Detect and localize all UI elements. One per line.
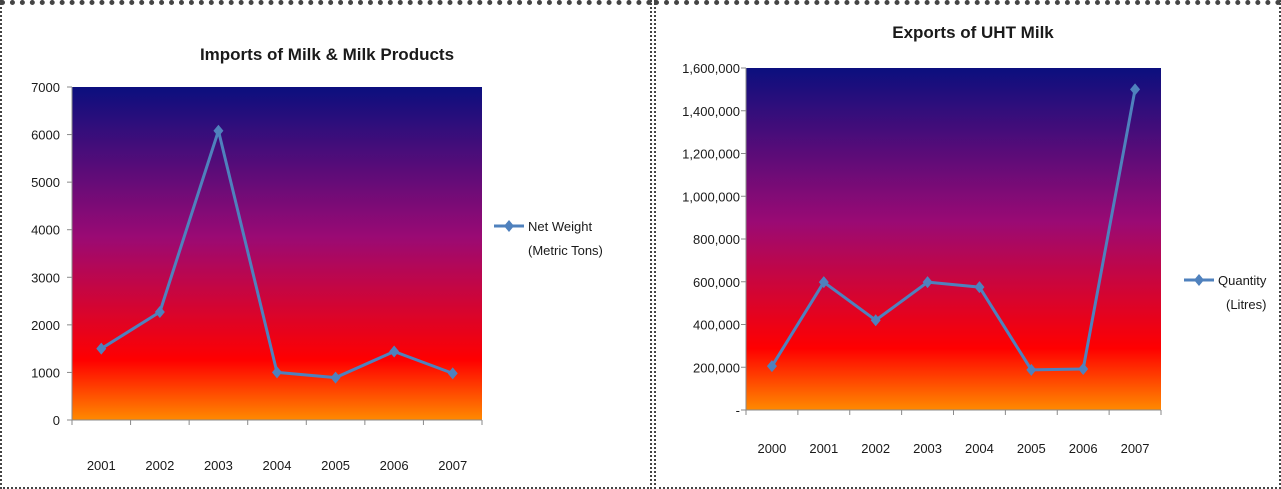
- legend-label-line2: (Metric Tons): [528, 243, 603, 258]
- data-point-marker: [330, 371, 341, 384]
- x-tick-label: 2005: [321, 458, 350, 473]
- x-axis: 2000 2001 2002 2003 2004 2005 2006 2007: [745, 409, 1162, 456]
- data-point-marker: [1026, 363, 1037, 376]
- y-tick-label: 5000: [31, 175, 60, 190]
- x-tick-label: 2007: [1121, 441, 1150, 456]
- data-point-marker: [818, 276, 829, 289]
- series-line: [770, 89, 1137, 372]
- data-point-marker: [272, 366, 282, 379]
- y-axis: - 200,000 400,000 600,000 800,000 1,000,000 1,…: [682, 61, 747, 418]
- y-tick-label: 3000: [31, 270, 60, 285]
- x-tick-label: 2004: [965, 441, 994, 456]
- data-point-marker: [1078, 362, 1089, 375]
- data-point-marker: [1130, 83, 1141, 96]
- legend-label-line2: (Litres): [1226, 297, 1266, 312]
- x-tick-label: 2001: [87, 458, 116, 473]
- plot-area: [746, 68, 1161, 410]
- x-axis: 2001 2002 2003 2004 2005 2006 2007: [71, 419, 483, 473]
- data-point-marker: [922, 276, 933, 289]
- x-tick-label: 2002: [145, 458, 174, 473]
- chart-title: Exports of UHT Milk: [892, 23, 1054, 42]
- x-tick-label: 2000: [757, 441, 786, 456]
- data-point-marker: [96, 342, 107, 355]
- y-tick-label: 400,000: [693, 318, 740, 333]
- y-tick-label: 1,400,000: [682, 104, 740, 119]
- x-tick-label: 2003: [204, 458, 233, 473]
- y-tick-label: -: [736, 403, 740, 418]
- x-tick-label: 2006: [1069, 441, 1098, 456]
- series-net-weight: [96, 124, 458, 384]
- x-tick-label: 2001: [809, 441, 838, 456]
- data-point-marker: [389, 345, 400, 358]
- imports-chart: Imports of Milk & Milk Products 0 1000 200…: [31, 45, 603, 473]
- series-quantity: [766, 83, 1141, 376]
- chart-title: Imports of Milk & Milk Products: [200, 45, 454, 64]
- y-tick-label: 600,000: [693, 275, 740, 290]
- data-point-marker: [974, 281, 985, 294]
- data-point-marker: [766, 360, 777, 373]
- legend: Quantity (Litres): [1184, 273, 1267, 312]
- legend-label-line1: Quantity: [1218, 273, 1267, 288]
- data-point-marker: [447, 367, 458, 380]
- x-tick-label: 2006: [380, 458, 409, 473]
- y-tick-label: 800,000: [693, 232, 740, 247]
- x-tick-label: 2004: [263, 458, 292, 473]
- exports-chart: Exports of UHT Milk - 200,000 400,000 600,0…: [682, 23, 1267, 456]
- legend-marker: [504, 220, 514, 232]
- y-tick-label: 1,200,000: [682, 147, 740, 162]
- x-tick-label: 2007: [438, 458, 467, 473]
- data-point-marker: [154, 306, 165, 319]
- legend: Net Weight (Metric Tons): [494, 219, 603, 258]
- y-tick-label: 1000: [31, 365, 60, 380]
- plot-area: [72, 87, 482, 420]
- y-tick-label: 0: [53, 413, 60, 428]
- legend-marker: [1194, 274, 1204, 286]
- y-axis: 0 1000 2000 3000 4000 5000 6000 7000: [31, 80, 73, 428]
- imports-chart-panel: Imports of Milk & Milk Products 0 1000 200…: [0, 0, 652, 489]
- y-tick-label: 1,000,000: [682, 189, 740, 204]
- exports-chart-panel: Exports of UHT Milk - 200,000 400,000 600,0…: [654, 0, 1281, 489]
- data-point-marker: [870, 314, 881, 327]
- y-tick-label: 6000: [31, 128, 60, 143]
- y-tick-label: 2000: [31, 318, 60, 333]
- x-tick-label: 2005: [1017, 441, 1046, 456]
- y-tick-label: 1,600,000: [682, 61, 740, 76]
- y-tick-label: 200,000: [693, 360, 740, 375]
- data-point-marker: [213, 124, 224, 137]
- y-tick-label: 4000: [31, 223, 60, 238]
- legend-label-line1: Net Weight: [528, 219, 592, 234]
- x-tick-label: 2003: [913, 441, 942, 456]
- y-tick-label: 7000: [31, 80, 60, 95]
- x-tick-label: 2002: [861, 441, 890, 456]
